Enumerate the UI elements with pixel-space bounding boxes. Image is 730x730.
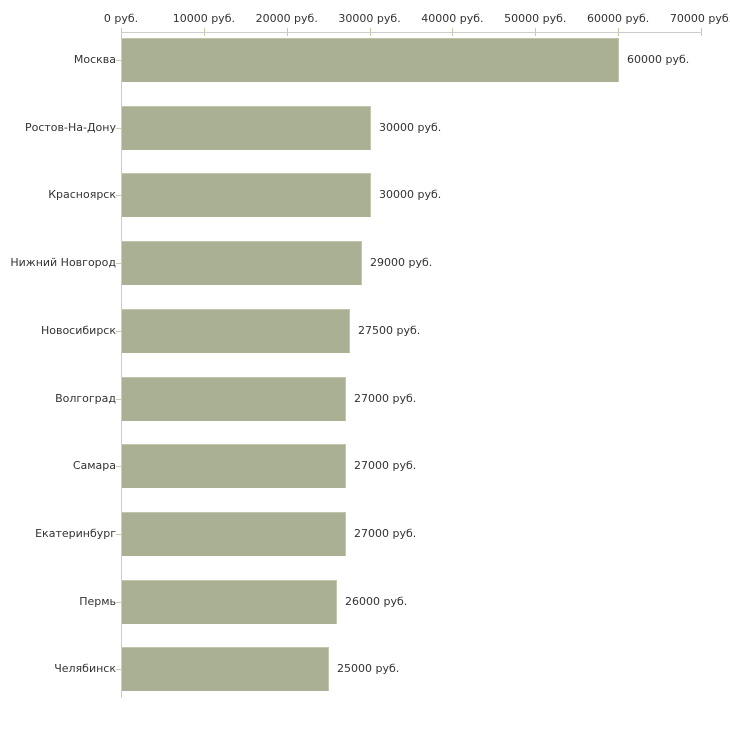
- bar: [122, 580, 337, 624]
- value-label: 29000 руб.: [370, 256, 433, 269]
- category-label: Челябинск: [54, 662, 116, 675]
- value-label: 30000 руб.: [379, 121, 442, 134]
- category-tick-mark: [116, 534, 121, 535]
- category-tick-mark: [116, 331, 121, 332]
- value-label: 26000 руб.: [345, 595, 408, 608]
- x-axis-tick-label: 40000 руб.: [421, 12, 484, 25]
- category-tick-mark: [116, 60, 121, 61]
- x-axis-line: [121, 32, 702, 33]
- category-label: Москва: [73, 53, 116, 66]
- bar: [122, 309, 350, 353]
- category-tick-mark: [116, 466, 121, 467]
- value-label: 27000 руб.: [354, 392, 417, 405]
- x-axis-tick-label: 30000 руб.: [338, 12, 401, 25]
- value-label: 60000 руб.: [627, 53, 690, 66]
- x-axis-tick-label: 50000 руб.: [504, 12, 567, 25]
- value-label: 30000 руб.: [379, 188, 442, 201]
- category-tick-mark: [116, 195, 121, 196]
- category-label: Новосибирск: [40, 324, 116, 337]
- x-axis-tick-label: 20000 руб.: [255, 12, 318, 25]
- bar: [122, 647, 329, 691]
- x-axis-tick-label: 0 руб.: [103, 12, 139, 25]
- y-axis-line: [121, 32, 122, 698]
- category-label: Ростов-На-Дону: [24, 121, 116, 134]
- category-tick-mark: [116, 399, 121, 400]
- category-label: Нижний Новгород: [10, 256, 116, 269]
- category-tick-mark: [116, 128, 121, 129]
- bar: [122, 377, 346, 421]
- category-tick-mark: [116, 602, 121, 603]
- bar: [122, 241, 362, 285]
- x-axis-tick-label: 60000 руб.: [587, 12, 650, 25]
- bar: [122, 173, 371, 217]
- category-label: Самара: [72, 459, 116, 472]
- category-label: Красноярск: [48, 188, 116, 201]
- x-axis-tick-label: 10000 руб.: [172, 12, 235, 25]
- category-tick-mark: [116, 669, 121, 670]
- category-label: Екатеринбург: [35, 527, 116, 540]
- x-axis-tick-label: 70000 руб.: [669, 12, 730, 25]
- category-label: Пермь: [79, 595, 116, 608]
- category-label: Волгоград: [55, 392, 116, 405]
- value-label: 25000 руб.: [337, 662, 400, 675]
- bar: [122, 512, 346, 556]
- bar: [122, 444, 346, 488]
- value-label: 27500 руб.: [358, 324, 421, 337]
- bar: [122, 106, 371, 150]
- value-label: 27000 руб.: [354, 459, 417, 472]
- bar: [122, 38, 619, 82]
- category-tick-mark: [116, 263, 121, 264]
- value-label: 27000 руб.: [354, 527, 417, 540]
